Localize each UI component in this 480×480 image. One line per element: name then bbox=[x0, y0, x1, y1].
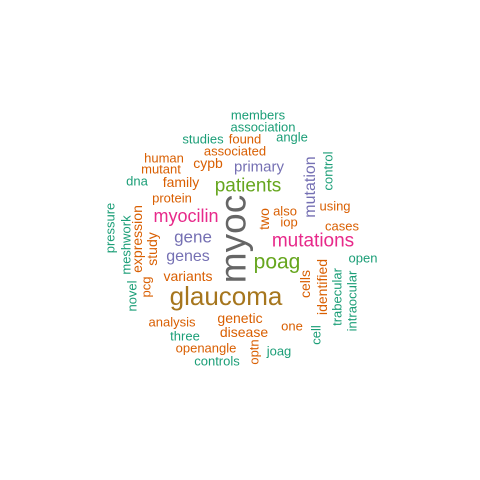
word-control: control bbox=[320, 151, 336, 191]
word-controls: controls bbox=[194, 353, 240, 369]
word-mutant: mutant bbox=[141, 161, 181, 177]
word-variants: variants bbox=[163, 268, 213, 284]
word-protein: protein bbox=[152, 190, 192, 206]
word-expression: expression bbox=[129, 205, 145, 273]
word-study: study bbox=[144, 232, 160, 266]
word-optn: optn bbox=[246, 339, 262, 365]
word-found: found bbox=[228, 131, 262, 147]
word-association: association bbox=[230, 119, 296, 135]
word-family: family bbox=[162, 174, 200, 190]
word-two: two bbox=[256, 208, 272, 230]
word-primary: primary bbox=[233, 158, 285, 176]
word-cells: cells bbox=[297, 269, 313, 299]
word-disease: disease bbox=[219, 324, 269, 340]
word-myoc: myoc bbox=[212, 194, 254, 284]
word-pressure: pressure bbox=[102, 202, 118, 254]
word-open: open bbox=[348, 250, 378, 266]
word-associated: associated bbox=[203, 143, 267, 159]
word-gene: gene bbox=[174, 227, 212, 247]
word-identified: identified bbox=[314, 258, 330, 316]
word-also: also bbox=[273, 203, 297, 219]
word-pcg: pcg bbox=[138, 276, 154, 298]
word-dna: dna bbox=[126, 173, 148, 189]
word-openangle: openangle bbox=[175, 340, 237, 356]
word-glaucoma: glaucoma bbox=[169, 281, 283, 311]
word-intraocular: intraocular bbox=[344, 270, 360, 332]
word-trabecular: trabecular bbox=[329, 268, 345, 326]
word-joag: joag bbox=[266, 343, 292, 359]
word-one: one bbox=[281, 318, 303, 334]
word-analysis: analysis bbox=[148, 314, 196, 330]
word-human: human bbox=[144, 150, 184, 166]
word-genes: genes bbox=[166, 248, 210, 265]
word-members: members bbox=[230, 107, 286, 123]
word-myocilin: myocilin bbox=[153, 206, 219, 226]
word-mutations: mutations bbox=[271, 230, 355, 252]
word-cell: cell bbox=[308, 325, 324, 345]
word-studies: studies bbox=[182, 131, 224, 147]
word-using: using bbox=[319, 198, 351, 214]
word-angle: angle bbox=[276, 129, 308, 145]
word-patients: patients bbox=[214, 175, 282, 197]
word-mutation: mutation bbox=[302, 156, 319, 218]
word-three: three bbox=[170, 328, 200, 344]
word-cases: cases bbox=[325, 218, 359, 234]
word-cypb: cypb bbox=[193, 155, 223, 171]
word-novel: novel bbox=[124, 280, 140, 312]
word-iop: iop bbox=[280, 214, 298, 230]
word-poag: poag bbox=[253, 250, 301, 274]
word-genetic: genetic bbox=[217, 310, 263, 326]
